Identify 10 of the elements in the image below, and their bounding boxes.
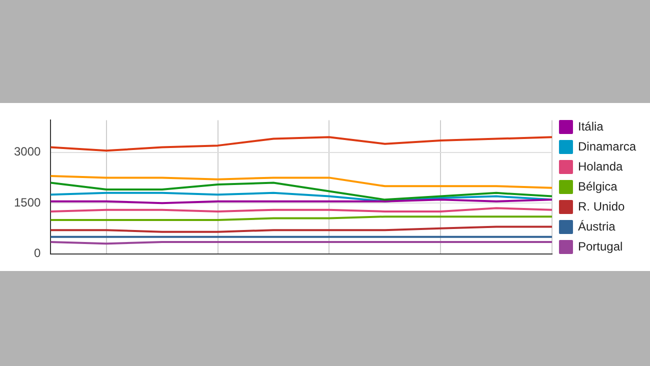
legend-label: Áustria	[578, 219, 616, 234]
legend-label: Dinamarca	[578, 139, 636, 154]
y-tick-label: 3000	[14, 144, 42, 159]
legend-label: Bélgica	[578, 179, 618, 194]
y-tick-label: 1500	[14, 195, 42, 210]
legend-label: R. Unido	[578, 199, 625, 214]
y-tick-label: 0	[34, 246, 42, 260]
legend-label: Portugal	[578, 239, 623, 254]
legend-label: Holanda	[578, 159, 624, 174]
legend-label: Itália	[578, 119, 604, 134]
